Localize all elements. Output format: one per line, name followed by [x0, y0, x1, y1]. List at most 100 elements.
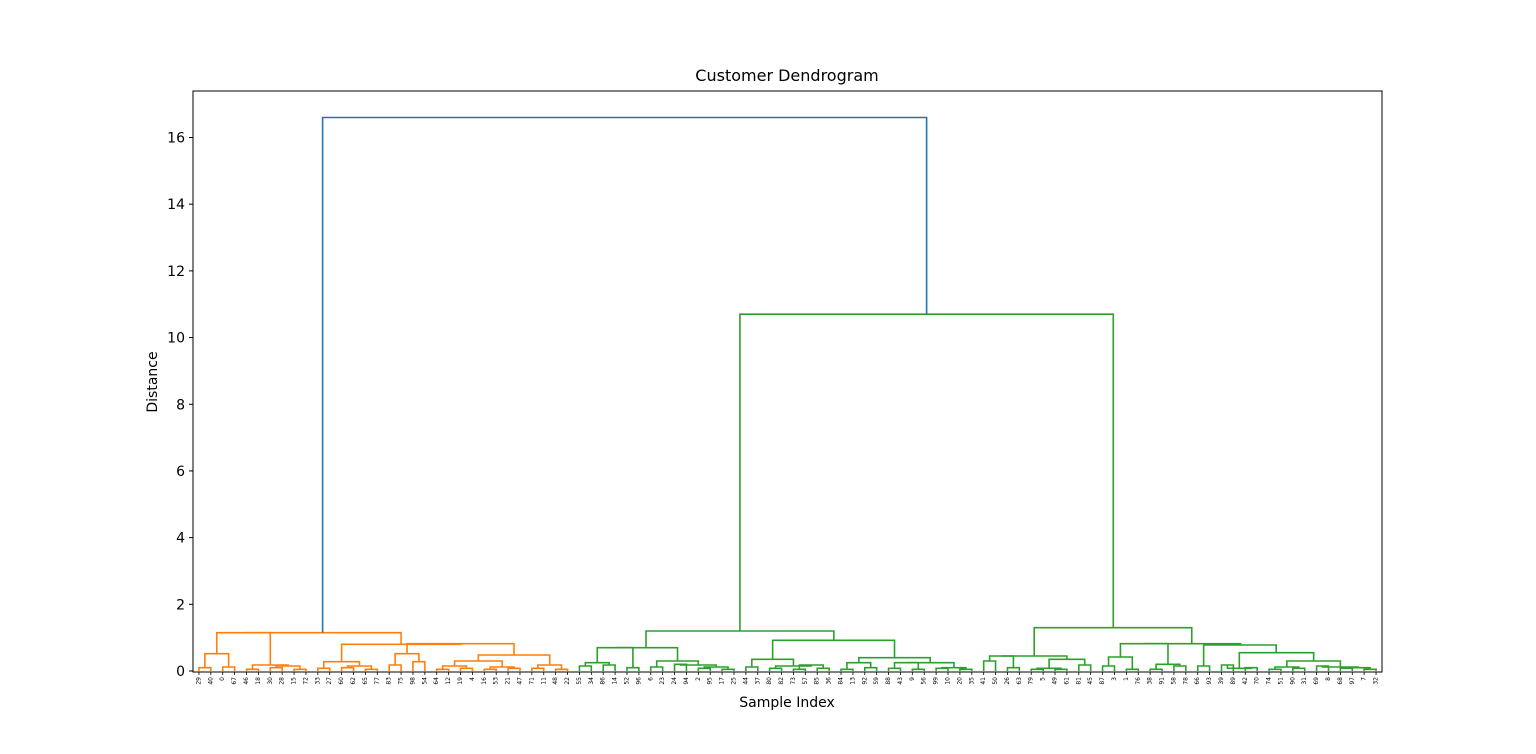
x-tick-label: 48 [552, 677, 559, 685]
x-tick-label: 50 [992, 677, 999, 685]
x-tick-label: 61 [1063, 677, 1070, 685]
x-tick-label: 74 [1266, 677, 1273, 685]
x-tick-label: 87 [1099, 677, 1106, 685]
x-tick-label: 72 [302, 677, 309, 685]
x-tick-label: 23 [659, 677, 666, 685]
x-tick-label: 99 [933, 677, 940, 685]
x-tick-label: 11 [540, 677, 547, 685]
dendrogram-links [198, 116, 1377, 671]
x-tick-label: 79 [1028, 677, 1035, 685]
y-axis: 0 2 4 6 8 10 12 14 16 [167, 131, 193, 680]
x-tick-label: 88 [885, 677, 892, 685]
x-tick-label: 29 [195, 677, 202, 685]
x-tick-label: 37 [754, 677, 761, 685]
y-tick-label: 6 [176, 464, 185, 480]
x-tick-label: 49 [1052, 677, 1059, 685]
x-tick-label: 62 [350, 677, 357, 685]
dendrogram-link-95 [1144, 642, 1242, 645]
x-tick-label: 19 [457, 677, 464, 685]
y-tick-label: 0 [176, 664, 185, 680]
dendrogram-link-30 [243, 631, 402, 645]
x-tick-label: 6 [647, 677, 654, 681]
x-tick-label: 93 [1206, 677, 1213, 685]
x-tick-label: 75 [398, 677, 405, 685]
x-tick-label: 86 [600, 677, 607, 685]
plot-area-frame [192, 90, 1383, 673]
x-tick-label: 41 [980, 677, 987, 685]
x-tick-label: 57 [802, 677, 809, 685]
dendrogram-link-98 [321, 116, 928, 633]
x-tick-label: 25 [730, 677, 737, 685]
x-tick-label: 26 [1004, 677, 1011, 685]
x-tick-label: 83 [386, 677, 393, 685]
y-tick-label: 8 [176, 397, 185, 413]
x-tick-label: 94 [683, 677, 690, 685]
x-tick-label: 43 [897, 677, 904, 685]
x-tick-label: 56 [921, 677, 928, 685]
x-tick-label: 85 [814, 677, 821, 685]
x-tick-label: 42 [1242, 677, 1249, 685]
x-tick-label: 71 [528, 677, 535, 685]
x-tick-label: 70 [1254, 677, 1261, 685]
x-tick-label: 68 [1337, 677, 1344, 685]
x-tick-label: 69 [1313, 677, 1320, 685]
x-tick-label: 13 [849, 677, 856, 685]
y-tick-label: 4 [176, 531, 185, 547]
x-tick-label: 95 [707, 677, 714, 685]
x-tick-label: 84 [838, 677, 845, 685]
x-tick-label: 96 [635, 677, 642, 685]
x-tick-label: 51 [1277, 677, 1284, 685]
y-axis-label: Distance [145, 351, 161, 412]
x-tick-label: 97 [1349, 677, 1356, 685]
x-tick-label: 36 [826, 677, 833, 685]
x-tick-label: 32 [1373, 677, 1380, 685]
x-tick-label: 81 [1075, 677, 1082, 685]
x-tick-label: 54 [421, 677, 428, 685]
dendrogram-link-72 [1001, 655, 1068, 660]
x-tick-label: 12 [445, 677, 452, 685]
x-tick-label: 35 [968, 677, 975, 685]
x-tick-label: 90 [1289, 677, 1296, 685]
x-tick-label: 24 [671, 677, 678, 685]
x-tick-label: 3 [1111, 677, 1118, 681]
x-tick-label: 66 [1194, 677, 1201, 685]
x-tick-label: 92 [861, 677, 868, 685]
x-tick-label: 91 [1159, 677, 1166, 685]
x-tick-label: 8 [1325, 677, 1332, 681]
x-tick-label: 64 [433, 677, 440, 685]
chart-title: Customer Dendrogram [695, 66, 878, 85]
x-tick-label: 44 [742, 677, 749, 685]
x-tick-label: 0 [219, 677, 226, 681]
x-tick-label: 46 [243, 677, 250, 685]
x-tick-label: 7 [1361, 677, 1368, 681]
x-tick-label: 58 [1170, 677, 1177, 685]
x-tick-label: 21 [505, 677, 512, 685]
x-tick-label: 38 [1147, 677, 1154, 685]
x-tick-label: 67 [231, 677, 238, 685]
x-tick-label: 27 [326, 677, 333, 685]
x-tick-label: 20 [956, 677, 963, 685]
x-tick-label: 63 [1016, 677, 1023, 685]
x-tick-label: 15 [291, 677, 298, 685]
dendrogram-link-60 [906, 661, 955, 668]
x-tick-label: 47 [516, 677, 523, 685]
y-tick-label: 10 [167, 331, 185, 347]
x-tick-label: 89 [1230, 677, 1237, 685]
x-axis-label: Sample Index [739, 695, 834, 711]
x-tick-label: 33 [314, 677, 321, 685]
x-tick-label: 73 [790, 677, 797, 685]
x-tick-label: 98 [409, 677, 416, 685]
x-tick-label: 40 [207, 677, 214, 685]
x-tick-label: 2 [695, 677, 702, 681]
y-tick-label: 16 [167, 131, 185, 147]
x-tick-label: 78 [1182, 677, 1189, 685]
x-tick-label: 22 [564, 677, 571, 685]
x-tick-label: 59 [873, 677, 880, 685]
x-tick-label: 17 [719, 677, 726, 685]
x-tick-label: 65 [362, 677, 369, 685]
x-tick-label: 45 [1087, 677, 1094, 685]
x-axis: 29 40 0 67 46 18 30 28 15 72 33 27 60 62 65 77 83 75 98 54 6… [195, 672, 1380, 685]
x-tick-label: 1 [1123, 677, 1130, 681]
x-tick-label: 77 [374, 677, 381, 685]
